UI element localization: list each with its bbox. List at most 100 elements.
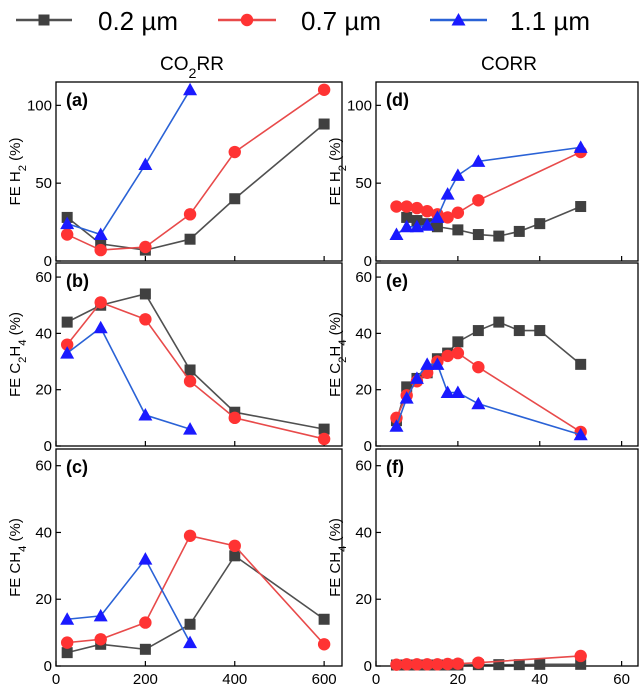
- data-point: [441, 657, 454, 671]
- y-axis-label: FE CH4 (%): [327, 518, 349, 597]
- series: [390, 316, 587, 427]
- data-point: [399, 219, 414, 233]
- data-point: [61, 647, 73, 659]
- series: [390, 649, 587, 671]
- data-point: [441, 211, 454, 224]
- y-tick-label: 60: [35, 458, 52, 475]
- data-point: [400, 200, 413, 213]
- legend-item: 0.7 µm: [218, 6, 381, 36]
- data-point: [513, 325, 525, 337]
- data-point: [420, 218, 435, 231]
- data-point: [183, 635, 198, 649]
- data-point: [399, 391, 414, 404]
- data-point: [452, 336, 464, 348]
- y-tick-label: 40: [35, 524, 52, 541]
- data-point: [471, 396, 486, 410]
- y-tick-label: 20: [355, 382, 372, 399]
- data-point: [451, 206, 465, 219]
- series: [60, 320, 198, 435]
- x-tick-label: 200: [133, 671, 158, 688]
- data-point: [183, 422, 198, 435]
- data-point: [61, 316, 73, 328]
- plot-frame: [55, 262, 343, 447]
- data-point: [420, 658, 434, 671]
- x-tick-label: 400: [222, 671, 247, 688]
- data-point: [472, 229, 484, 241]
- y-tick-label: 40: [355, 524, 372, 541]
- y-tick-label: 50: [35, 175, 52, 192]
- data-point: [317, 638, 331, 651]
- data-point: [95, 238, 107, 250]
- series-line: [66, 123, 325, 251]
- data-point: [451, 657, 465, 670]
- y-tick-label: 0: [364, 658, 372, 675]
- y-axis-label: FE C2H4 (%): [7, 312, 29, 397]
- series-line: [66, 89, 191, 236]
- y-tick-label: 0: [44, 438, 52, 455]
- data-point: [400, 658, 413, 671]
- data-point: [94, 296, 107, 309]
- y-tick-label: 60: [35, 269, 52, 286]
- data-point: [138, 157, 153, 170]
- y-axis-label: FE H2 (%): [7, 138, 29, 206]
- data-point: [318, 613, 330, 625]
- y-tick-label: 0: [44, 658, 52, 675]
- x-tick-label: 0: [52, 671, 60, 688]
- data-point: [534, 218, 546, 230]
- panel-label: (f): [386, 457, 404, 477]
- series-line: [66, 293, 325, 430]
- legend-label: 0.7 µm: [301, 6, 381, 36]
- plot-frame: [375, 81, 639, 262]
- legend-marker: [38, 14, 50, 26]
- panel-label: (e): [386, 271, 408, 291]
- data-point: [390, 658, 403, 671]
- data-point: [401, 381, 413, 393]
- data-point: [60, 338, 74, 351]
- data-point: [139, 616, 152, 629]
- data-point: [60, 636, 74, 649]
- data-point: [440, 187, 455, 200]
- data-point: [401, 211, 413, 223]
- panel-label: (c): [66, 457, 88, 477]
- data-point: [431, 221, 443, 233]
- data-point: [183, 529, 197, 542]
- data-point: [93, 227, 108, 241]
- y-axis-label: FE CH4 (%): [7, 518, 29, 597]
- y-tick-label: 0: [364, 438, 372, 455]
- series-line: [66, 301, 325, 440]
- plot-frame: [375, 448, 639, 667]
- data-point: [420, 357, 435, 370]
- y-tick-label: 100: [27, 97, 52, 114]
- data-point: [389, 419, 404, 432]
- series: [389, 140, 588, 241]
- data-point: [138, 408, 153, 421]
- data-point: [575, 201, 587, 213]
- data-point: [471, 154, 486, 167]
- plot-frame: [55, 81, 343, 262]
- series: [60, 296, 331, 446]
- data-point: [184, 364, 196, 376]
- data-point: [138, 552, 153, 565]
- y-tick-label: 60: [355, 269, 372, 286]
- data-point: [139, 313, 152, 326]
- data-point: [534, 658, 546, 670]
- series: [60, 83, 331, 257]
- legend-label: 0.2 µm: [98, 6, 178, 36]
- data-point: [472, 194, 485, 207]
- data-point: [94, 243, 107, 257]
- data-point: [228, 411, 241, 425]
- y-tick-label: 40: [35, 325, 52, 342]
- column-title-left: CO2RR: [160, 54, 224, 82]
- data-point: [450, 168, 465, 181]
- column-title-right: CORR: [481, 54, 537, 75]
- series-line: [66, 554, 325, 654]
- data-point: [410, 658, 424, 671]
- data-point: [93, 320, 108, 334]
- legend-marker: [451, 13, 466, 26]
- data-point: [409, 219, 424, 233]
- series: [390, 145, 587, 224]
- series: [60, 552, 198, 649]
- panel-label: (d): [386, 90, 409, 110]
